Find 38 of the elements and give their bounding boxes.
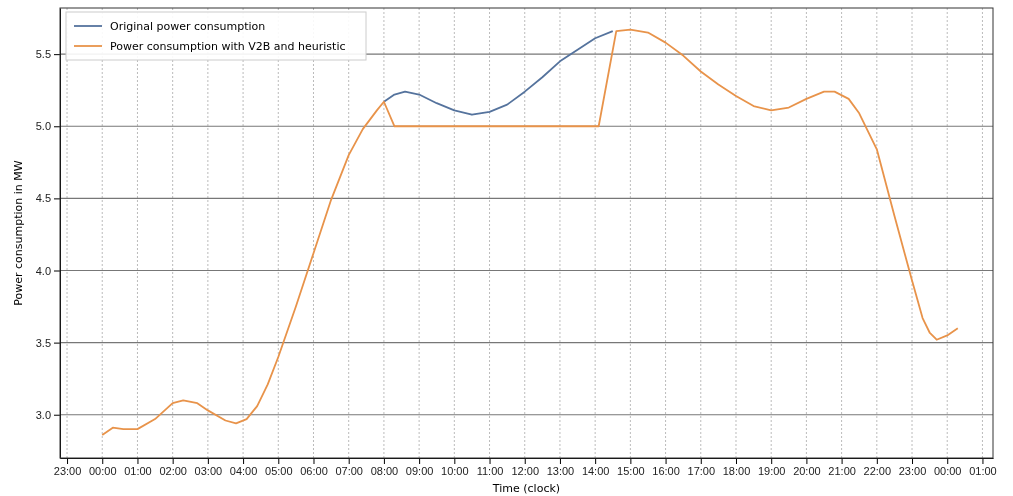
x-tick-label: 18:00 — [722, 464, 751, 477]
x-tick-label: 09:00 — [405, 464, 434, 477]
x-tick-label: 16:00 — [652, 464, 680, 477]
x-tick-label: 02:00 — [159, 464, 187, 477]
x-tick-label: 01:00 — [124, 464, 152, 477]
x-tick-label: 15:00 — [617, 464, 645, 477]
y-tick-label: 5.5 — [35, 48, 51, 61]
legend-label: Power consumption with V2B and heuristic — [110, 40, 346, 53]
x-tick-label: 00:00 — [88, 464, 117, 477]
x-tick-label: 05:00 — [265, 464, 293, 477]
x-tick-label: 01:00 — [969, 464, 997, 477]
y-tick-label: 4.0 — [35, 264, 51, 277]
line-series — [383, 30, 614, 116]
x-tick-label: 13:00 — [546, 464, 575, 477]
x-tick-label: 08:00 — [370, 464, 399, 477]
x-tick-label: 11:00 — [476, 464, 504, 477]
y-tick-label: 3.5 — [35, 336, 51, 349]
x-tick-label: 12:00 — [511, 464, 540, 477]
legend-label: Original power consumption — [110, 20, 266, 33]
x-axis-title: Time (clock) — [491, 482, 561, 495]
y-tick-label: 3.0 — [35, 408, 51, 421]
y-tick-label: 4.5 — [35, 192, 51, 205]
y-tick-label: 5.0 — [35, 120, 51, 133]
x-tick-label: 06:00 — [300, 464, 328, 477]
x-tick-label: 23:00 — [53, 464, 82, 477]
x-tick-label: 20:00 — [793, 464, 821, 477]
x-tick-label: 04:00 — [229, 464, 258, 477]
x-tick-label: 23:00 — [898, 464, 927, 477]
x-tick-label: 03:00 — [194, 464, 223, 477]
x-tick-label: 07:00 — [335, 464, 363, 477]
x-tick-label: 21:00 — [828, 464, 856, 477]
x-tick-label: 10:00 — [441, 464, 469, 477]
x-tick-label: 19:00 — [757, 464, 786, 477]
x-tick-label: 00:00 — [933, 464, 962, 477]
x-tick-label: 22:00 — [863, 464, 892, 477]
x-tick-label: 14:00 — [581, 464, 610, 477]
y-axis-title: Power consumption in MW — [12, 160, 25, 306]
x-tick-label: 17:00 — [687, 464, 716, 477]
